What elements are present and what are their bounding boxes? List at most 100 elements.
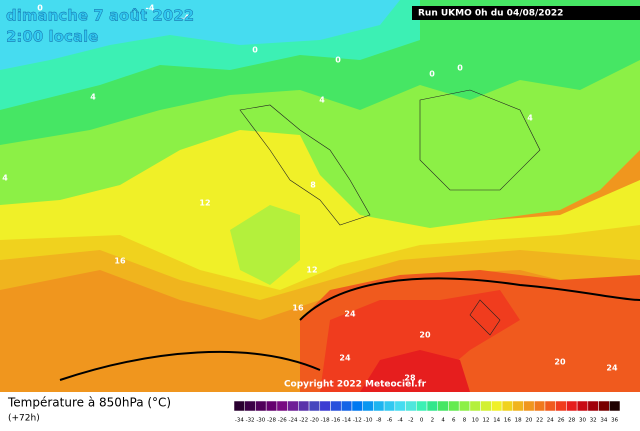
contour-label: 24 bbox=[344, 310, 356, 319]
colorbar-label: 12 bbox=[482, 418, 489, 424]
region-26 bbox=[320, 290, 520, 392]
isotherm bbox=[59, 350, 321, 381]
colorbar-label: 4 bbox=[441, 418, 445, 424]
contour-label: -4 bbox=[146, 4, 155, 13]
contour-label: 12 bbox=[306, 266, 317, 275]
colorbar-label: -4 bbox=[397, 418, 403, 424]
colorbar-cell bbox=[576, 400, 589, 412]
colorbar-cell bbox=[383, 400, 396, 412]
run-box bbox=[412, 6, 640, 20]
date: dimanche 7 août 2022 bbox=[6, 7, 194, 25]
contour-label: 20 bbox=[419, 331, 431, 340]
colorbar-label: -12 bbox=[353, 418, 362, 424]
colorbar-label: -14 bbox=[342, 418, 351, 424]
colorbar-cell bbox=[609, 400, 621, 412]
contour-label: 20 bbox=[554, 358, 566, 367]
colorbar-cell bbox=[330, 400, 342, 412]
contour-label: 4 bbox=[90, 93, 96, 102]
colorbar-label: 28 bbox=[568, 418, 575, 424]
colorbar-label: -6 bbox=[387, 418, 393, 424]
contour-label: 16 bbox=[114, 257, 126, 266]
colorbar-label: 26 bbox=[558, 418, 565, 424]
contour-label: 0 bbox=[429, 70, 435, 79]
colorbar-label: -10 bbox=[364, 418, 373, 424]
colorbar-label: -30 bbox=[256, 418, 265, 424]
contour-label: 0 bbox=[335, 56, 341, 65]
colorbar-label: 6 bbox=[452, 418, 456, 424]
region-minus4 bbox=[0, 0, 400, 70]
colorbar-cell bbox=[566, 400, 578, 412]
colorbar-label: 30 bbox=[579, 418, 586, 424]
colorbar-label: -26 bbox=[278, 418, 287, 424]
colorbar-label: 16 bbox=[504, 418, 511, 424]
colorbar-cell bbox=[298, 400, 310, 412]
colorbar-label: 8 bbox=[463, 418, 467, 424]
colorbar-label: 2 bbox=[431, 418, 435, 424]
colorbar-cell bbox=[373, 400, 385, 412]
colorbar-label: -16 bbox=[331, 418, 340, 424]
colorbar-cell bbox=[448, 400, 460, 412]
contour-label: 28 bbox=[404, 374, 416, 383]
colorbar-cell bbox=[544, 400, 556, 412]
colorbar-cell bbox=[491, 400, 503, 412]
colorbar-cell bbox=[319, 400, 331, 412]
copyright: Copyright 2022 Meteociel.fr bbox=[284, 380, 427, 390]
contour-label: 24 bbox=[606, 364, 618, 373]
contour-label: -4 bbox=[181, 14, 190, 23]
colorbar-label: 24 bbox=[547, 418, 554, 424]
colorbar-label: 20 bbox=[525, 418, 532, 424]
colorbar-cell bbox=[351, 400, 363, 412]
time: 2:00 locale bbox=[6, 28, 98, 46]
colorbar-cell bbox=[458, 400, 471, 412]
colorbar-label: -24 bbox=[288, 418, 297, 424]
colorbar-cell bbox=[480, 400, 492, 412]
colorbar-cell bbox=[233, 400, 245, 412]
colorbar-cell bbox=[598, 400, 610, 412]
legend-title: Température à 850hPa (°C) bbox=[7, 396, 171, 410]
colorbar-label: 34 bbox=[600, 418, 607, 424]
colorbar-cell bbox=[362, 400, 374, 412]
colorbar-cell bbox=[340, 400, 353, 412]
colorbar-cell bbox=[265, 400, 278, 412]
colorbar-label: -18 bbox=[321, 418, 330, 424]
contour-label: 24 bbox=[339, 354, 351, 363]
colorbar-cell bbox=[255, 400, 267, 412]
contour-label: 4 bbox=[2, 174, 8, 183]
lead-time: (+72h) bbox=[8, 414, 40, 424]
colorbar-cell bbox=[512, 400, 524, 412]
colorbar-cell bbox=[416, 400, 428, 412]
contour-label: 12 bbox=[199, 199, 210, 208]
contour-labels: -4 -4 0 0 0 0 0 4 4 4 4 8 12 12 16 16 24… bbox=[2, 4, 618, 383]
contour-label: 4 bbox=[319, 96, 325, 105]
colorbar-cell bbox=[394, 400, 406, 412]
contour-label: 8 bbox=[310, 181, 316, 190]
colorbar: -34 -32 -30 -28 -26 -24 -22 -20 -18 -16 -14 -12 -10-… bbox=[233, 400, 621, 424]
isotherm bbox=[299, 277, 640, 321]
region-28 bbox=[360, 350, 470, 392]
coastline bbox=[239, 89, 541, 336]
colorbar-label: 32 bbox=[590, 418, 597, 424]
colorbar-cell bbox=[533, 400, 546, 412]
colorbar-cell bbox=[287, 400, 299, 412]
colorbar-label: 14 bbox=[493, 418, 500, 424]
contour-label: 0 bbox=[457, 64, 463, 73]
colorbar-label: 10 bbox=[472, 418, 479, 424]
contour-label: 0 bbox=[37, 4, 43, 13]
colorbar-cell bbox=[587, 400, 599, 412]
contour-label: 0 bbox=[252, 46, 258, 55]
region-10 bbox=[230, 205, 300, 285]
colorbar-label: 0 bbox=[420, 418, 424, 424]
colorbar-cell bbox=[501, 400, 514, 412]
colorbar-cell bbox=[469, 400, 481, 412]
colorbar-cell bbox=[308, 400, 321, 412]
colorbar-label: -8 bbox=[376, 418, 382, 424]
colorbar-label: -32 bbox=[246, 418, 255, 424]
contour-label: 4 bbox=[527, 114, 533, 123]
colorbar-label: -22 bbox=[299, 418, 308, 424]
colorbar-cell bbox=[523, 400, 535, 412]
colorbar-label: -28 bbox=[267, 418, 276, 424]
contour-label: 16 bbox=[292, 304, 304, 313]
colorbar-cell bbox=[426, 400, 438, 412]
